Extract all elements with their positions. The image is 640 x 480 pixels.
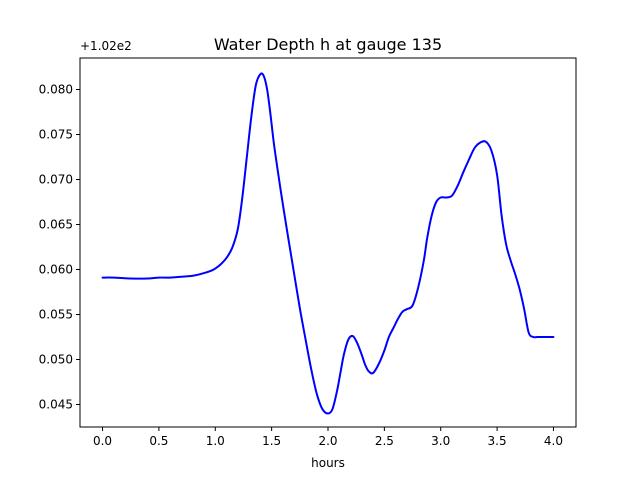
series-line	[101, 72, 555, 415]
y-tick-label: 0.065	[39, 218, 73, 232]
x-axis-label: hours	[311, 456, 345, 470]
y-tick-label: 0.045	[39, 398, 73, 412]
x-axis: 0.0 0.5 1.0 1.5 2.0 2.5 3.0 3.5 4.0	[93, 427, 563, 448]
y-tick-label: 0.050	[39, 353, 73, 367]
y-tick-label: 0.075	[39, 128, 73, 142]
x-tick-label: 3.5	[488, 434, 507, 448]
y-tick-label: 0.080	[39, 83, 73, 97]
y-tick-label: 0.070	[39, 173, 73, 187]
x-tick-label: 1.5	[262, 434, 281, 448]
x-tick-label: 4.0	[544, 434, 563, 448]
x-tick-label: 2.5	[375, 434, 394, 448]
y-axis: 0.045 0.050 0.055 0.060 0.065 0.070 0.075 0.080	[39, 83, 80, 412]
x-tick-label: 0.0	[93, 434, 112, 448]
x-tick-label: 3.0	[431, 434, 450, 448]
x-tick-label: 0.5	[149, 434, 168, 448]
y-axis-offset-label: +1.02e2	[80, 39, 132, 53]
x-tick-label: 2.0	[318, 434, 337, 448]
chart-title: Water Depth h at gauge 135	[214, 35, 442, 54]
y-tick-label: 0.060	[39, 263, 73, 277]
y-tick-label: 0.055	[39, 308, 73, 322]
x-tick-label: 1.0	[206, 434, 225, 448]
